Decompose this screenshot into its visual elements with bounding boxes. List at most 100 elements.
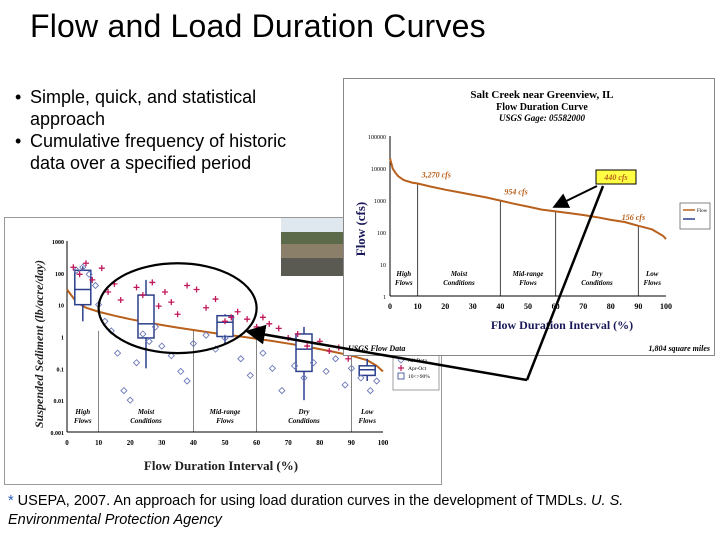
load-all-data-point: [126, 396, 134, 404]
load-apr-oct-point: [70, 264, 77, 271]
flow-zone-label-2: Conditions: [443, 279, 475, 287]
load-all-data-point: [268, 364, 277, 372]
load-all-data-point: [91, 281, 100, 290]
footnote-star: *: [8, 493, 14, 509]
bullet-text: Simple, quick, and statistical approach: [30, 87, 257, 129]
flow-x-tick-label: 30: [469, 302, 477, 311]
load-all-data-point: [132, 359, 141, 367]
load-legend-label: All Data: [408, 358, 427, 364]
flow-y-tick-label: 100000: [368, 135, 386, 141]
load-legend-swatch: [397, 372, 405, 380]
load-all-data-point: [322, 367, 330, 376]
load-all-data-point: [278, 386, 286, 395]
load-x-tick-label: 80: [316, 439, 324, 447]
highlight-ellipse: [97, 262, 258, 355]
load-all-data-point: [158, 342, 166, 350]
load-apr-oct-point: [285, 334, 292, 341]
load-apr-oct-point: [259, 314, 266, 321]
load-y-axis-label: Suspended Sediment (lb/acre/day): [32, 260, 46, 428]
load-all-data-point: [366, 386, 374, 395]
load-x-tick-label: 70: [285, 439, 293, 447]
flow-y-axis-label: Flow (cfs): [353, 202, 368, 257]
load-all-data-point: [79, 263, 87, 271]
stream-photo-image: [281, 218, 343, 322]
load-all-data-point: [189, 339, 198, 348]
load-all-data-point: [72, 266, 81, 274]
citation-footnote: * USEPA, 2007. An approach for using loa…: [8, 492, 708, 530]
bullet-dot: •: [15, 87, 22, 107]
flow-annotations: 3,270 cfs 954 cfs 440 cfs 156 cfs: [421, 169, 645, 222]
flow-y-tick-label: 10000: [371, 167, 386, 173]
load-all-data-point: [139, 330, 147, 338]
load-all-data-point: [373, 377, 381, 385]
stream-photo: [281, 218, 343, 322]
load-ellipse: [97, 262, 258, 355]
load-legend-label: 10<>90%: [408, 374, 430, 380]
load-apr-oct-point: [316, 338, 323, 345]
flow-footer-right: 1,804 square miles: [648, 344, 710, 353]
load-all-data-point: [120, 386, 128, 395]
flow-zone-label: High: [395, 270, 411, 278]
flow-y-tick-label: 100: [377, 231, 386, 237]
load-apr-oct-point: [76, 271, 83, 278]
flow-zone-label-2: Flows: [643, 279, 661, 287]
load-axes: [66, 241, 383, 433]
flow-legend-box: [679, 202, 711, 230]
flow-chart-gauge: USGS Gage: 05582000: [499, 113, 586, 123]
load-apr-oct-point: [266, 320, 273, 327]
load-apr-oct-point: [203, 304, 210, 311]
load-box: [295, 333, 313, 373]
load-apr-oct-point: [184, 282, 191, 289]
load-apr-oct-point: [139, 292, 146, 299]
flow-x-tick-label: 50: [524, 302, 532, 311]
load-x-tick-label: 90: [348, 439, 356, 447]
load-all-data-point: [113, 349, 122, 357]
bullet-item: • Cumulative frequency of historic data …: [12, 130, 322, 174]
bullet-text: Cumulative frequency of historic data ov…: [30, 131, 287, 173]
load-apr-oct-point: [222, 318, 228, 325]
load-apr-oct-point: [228, 314, 235, 321]
load-y-tick-label: 0.01: [54, 399, 65, 405]
flow-zone-label: Mid-range: [512, 270, 544, 278]
flow-y-tick-label: 1000: [374, 199, 386, 205]
load-all-data-point: [85, 270, 93, 278]
load-apr-oct-point: [98, 265, 105, 272]
flow-legend-label: Flow: [697, 209, 708, 214]
load-all-data-point: [237, 355, 245, 363]
load-all-data-point: [246, 371, 254, 380]
load-all-data-point: [202, 331, 210, 339]
load-all-data-point: [259, 349, 267, 357]
load-zone-label: Dry: [298, 408, 311, 416]
flow-chart-title: Salt Creek near Greenview, IL: [470, 89, 613, 101]
flow-y-tick-label: 1: [383, 295, 386, 301]
load-apr-oct-point: [89, 276, 96, 283]
flow-annotation: 954 cfs: [504, 188, 527, 197]
flow-annotation: 156 cfs: [622, 213, 645, 222]
load-zone-label-2: Conditions: [130, 417, 162, 425]
flow-x-tick-label: 100: [660, 302, 672, 311]
load-x-tick-label: 0: [65, 439, 69, 447]
load-apr-oct-point: [275, 325, 282, 332]
load-apr-oct-point: [149, 279, 156, 286]
load-all-data-point: [167, 352, 175, 360]
load-zone-label-2: Flows: [358, 417, 376, 425]
load-y-tick-label: 1000: [52, 240, 64, 246]
load-zone-label: Moist: [137, 408, 155, 416]
flow-zone-label: Moist: [450, 270, 468, 278]
load-apr-oct-point: [133, 284, 140, 291]
load-zone-label-2: Conditions: [288, 417, 320, 425]
flow-curve: [389, 158, 667, 240]
load-zone-label: High: [74, 408, 90, 416]
load-x-tick-label: 30: [158, 439, 166, 447]
load-ticks: 0 10 20 30 40 50 60 70 80 90 10010001001010.10.010…: [51, 240, 389, 447]
flow-series-line: [389, 158, 667, 240]
load-zone-label-2: Flows: [74, 417, 92, 425]
flow-zone-labels: HighFlowsMoistConditionsMid-rangeFlowsDr…: [395, 270, 661, 287]
flow-x-tick-label: 60: [552, 302, 560, 311]
load-zone-label: Low: [360, 408, 374, 416]
load-zone-labels: HighFlowsMoistConditionsMid-rangeFlowsDr…: [74, 408, 376, 425]
bullet-list: • Simple, quick, and statistical approac…: [12, 86, 322, 174]
flow-annotation: 3,270 cfs: [421, 171, 451, 180]
load-x-tick-label: 20: [127, 439, 135, 447]
load-x-tick-label: 50: [222, 439, 230, 447]
